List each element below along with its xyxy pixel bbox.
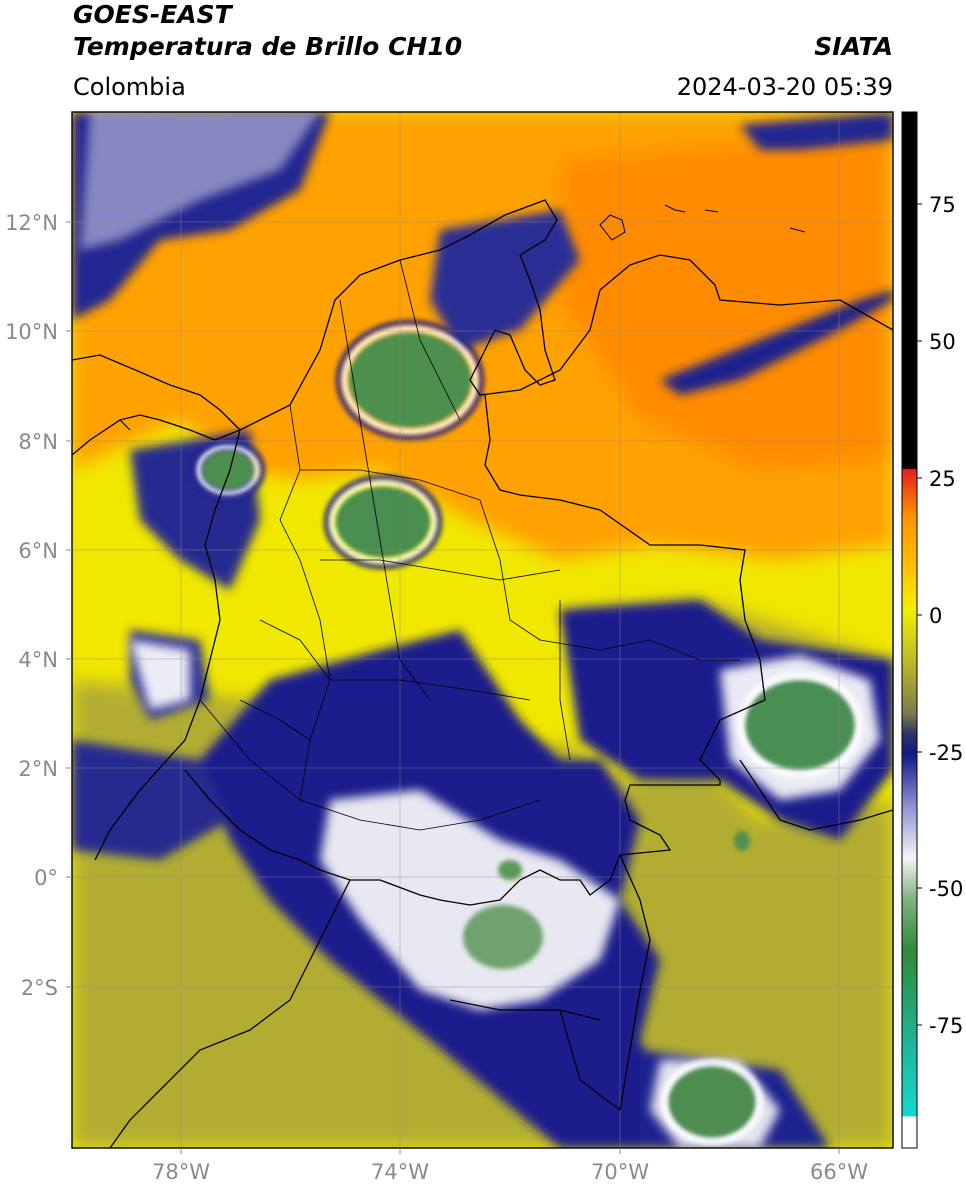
colorbar-label-50: 50	[929, 330, 956, 354]
lat-label-12n: 12°N	[5, 211, 58, 235]
datetime-subtitle: 2024-03-20 05:39	[676, 73, 893, 101]
colorbar	[902, 112, 917, 1148]
satellite-title: GOES-EAST	[73, 0, 232, 29]
lon-label-78w: 78°W	[152, 1160, 210, 1184]
lat-label-2s: 2°S	[21, 976, 58, 1000]
lat-label-8n: 8°N	[18, 430, 58, 454]
colorbar-label-0: 0	[929, 604, 942, 628]
lat-label-4n: 4°N	[18, 648, 58, 672]
agency-title: SIATA	[814, 32, 893, 61]
colorbar-label-minus75: -75	[929, 1014, 963, 1038]
colorbar-frame	[901, 111, 918, 1149]
boundaries	[72, 199, 893, 1148]
product-title: Temperatura de Brillo CH10	[73, 32, 463, 61]
map-frame	[71, 111, 894, 1149]
lat-label-10n: 10°N	[5, 320, 58, 344]
lat-label-2n: 2°N	[18, 757, 58, 781]
lat-ticks	[66, 221, 72, 988]
brightness-temperature-field	[72, 112, 893, 1148]
colorbar-label-minus50: -50	[929, 877, 963, 901]
lon-label-70w: 70°W	[591, 1160, 649, 1184]
graticule	[72, 112, 893, 1148]
colorbar-label-25: 25	[929, 467, 956, 491]
lon-label-74w: 74°W	[371, 1160, 429, 1184]
colorbar-label-75: 75	[929, 193, 956, 217]
lat-label-6n: 6°N	[18, 539, 58, 563]
lon-ticks	[180, 1148, 840, 1154]
colorbar-ticks	[917, 203, 922, 1026]
colorbar-label-minus25: -25	[929, 741, 963, 765]
lat-label-0: 0°	[34, 866, 58, 890]
region-subtitle: Colombia	[73, 73, 186, 101]
lon-label-66w: 66°W	[810, 1160, 868, 1184]
